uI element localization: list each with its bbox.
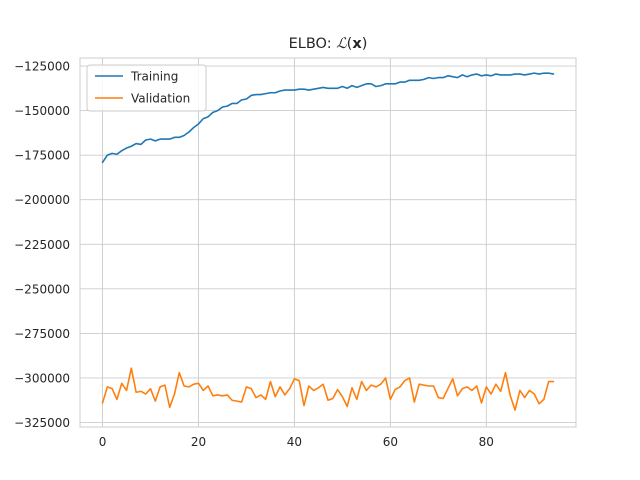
series-layer: [101, 72, 555, 411]
plot-frame: [79, 57, 577, 428]
title-script-l: ℒ: [336, 36, 347, 52]
legend-label-validation: Validation: [131, 92, 190, 106]
y-tick-label: −225000: [14, 238, 70, 252]
title-close-paren: ): [362, 36, 368, 52]
y-axis: −325000 −300000 −275000 −250000 −225000 −2000…: [14, 60, 70, 431]
x-tick-label: 0: [99, 435, 107, 449]
grid: [80, 58, 576, 427]
y-tick-label: −125000: [14, 60, 70, 74]
legend: Training Validation: [86, 64, 207, 112]
x-tick-label: 20: [191, 435, 206, 449]
x-tick-label: 40: [287, 435, 302, 449]
y-tick-label: −250000: [14, 282, 70, 296]
y-tick-label: −200000: [14, 193, 70, 207]
y-tick-label: −175000: [14, 149, 70, 163]
legend-label-training: Training: [130, 70, 178, 84]
x-tick-label: 80: [479, 435, 494, 449]
series-line-validation: [101, 367, 555, 411]
title-open-paren: (: [347, 36, 353, 52]
title-bold-x: x: [352, 36, 362, 52]
y-tick-label: −150000: [14, 104, 70, 118]
y-tick-label: −300000: [14, 371, 70, 385]
title-prefix: ELBO:: [289, 36, 337, 52]
series-line-training: [101, 72, 555, 164]
y-tick-label: −325000: [14, 416, 70, 430]
x-axis: 0 20 40 60 80: [99, 435, 494, 449]
y-tick-label: −275000: [14, 327, 70, 341]
x-tick-label: 60: [383, 435, 398, 449]
chart-title: ELBO: ℒ(x): [289, 36, 368, 52]
